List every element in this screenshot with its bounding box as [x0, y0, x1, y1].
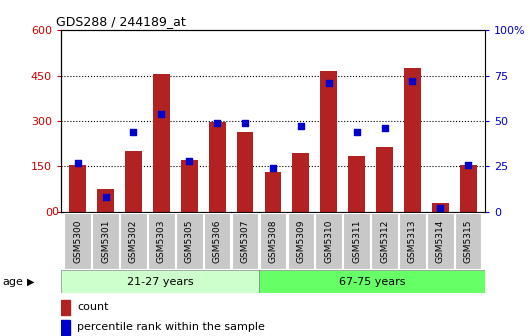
FancyBboxPatch shape	[288, 213, 314, 269]
Bar	[97, 189, 114, 212]
Text: GSM5307: GSM5307	[241, 219, 250, 263]
FancyBboxPatch shape	[343, 213, 370, 269]
Point	[129, 129, 138, 134]
Bar	[404, 68, 421, 212]
FancyBboxPatch shape	[259, 270, 485, 293]
Bar	[348, 156, 365, 212]
Text: count: count	[77, 302, 109, 312]
FancyBboxPatch shape	[204, 213, 231, 269]
Text: GSM5303: GSM5303	[157, 219, 166, 263]
Point	[352, 129, 361, 134]
Bar	[153, 74, 170, 212]
Point	[269, 165, 277, 171]
FancyBboxPatch shape	[315, 213, 342, 269]
Text: GSM5314: GSM5314	[436, 219, 445, 263]
Point	[101, 195, 110, 200]
FancyBboxPatch shape	[120, 213, 147, 269]
FancyBboxPatch shape	[176, 213, 202, 269]
Text: 21-27 years: 21-27 years	[127, 277, 193, 287]
FancyBboxPatch shape	[372, 213, 398, 269]
FancyBboxPatch shape	[232, 213, 258, 269]
Text: GSM5312: GSM5312	[380, 219, 389, 263]
Text: GSM5301: GSM5301	[101, 219, 110, 263]
Point	[157, 111, 165, 116]
FancyBboxPatch shape	[61, 270, 259, 293]
Text: GSM5306: GSM5306	[213, 219, 222, 263]
Bar	[264, 172, 281, 212]
FancyBboxPatch shape	[260, 213, 286, 269]
Point	[74, 160, 82, 165]
Point	[464, 162, 472, 167]
Bar	[376, 147, 393, 212]
Text: GSM5309: GSM5309	[296, 219, 305, 263]
Text: GSM5302: GSM5302	[129, 219, 138, 263]
Text: 67-75 years: 67-75 years	[339, 277, 405, 287]
FancyBboxPatch shape	[427, 213, 454, 269]
Text: GSM5300: GSM5300	[73, 219, 82, 263]
Text: GSM5310: GSM5310	[324, 219, 333, 263]
FancyBboxPatch shape	[148, 213, 174, 269]
Point	[297, 124, 305, 129]
Text: ▶: ▶	[26, 277, 34, 287]
Text: percentile rank within the sample: percentile rank within the sample	[77, 322, 265, 332]
Point	[213, 120, 222, 125]
Bar	[293, 153, 309, 212]
FancyBboxPatch shape	[399, 213, 426, 269]
FancyBboxPatch shape	[92, 213, 119, 269]
Text: GSM5315: GSM5315	[464, 219, 473, 263]
Point	[185, 158, 193, 164]
Point	[324, 80, 333, 86]
Text: age: age	[3, 277, 23, 287]
Bar	[181, 160, 198, 212]
Bar	[320, 71, 337, 212]
Text: GSM5313: GSM5313	[408, 219, 417, 263]
Text: GDS288 / 244189_at: GDS288 / 244189_at	[56, 15, 186, 28]
Bar	[432, 203, 449, 212]
Bar	[125, 151, 142, 212]
Bar	[61, 320, 70, 335]
Text: GSM5308: GSM5308	[269, 219, 277, 263]
Text: GSM5305: GSM5305	[185, 219, 194, 263]
FancyBboxPatch shape	[455, 213, 481, 269]
Bar	[61, 299, 70, 315]
Bar	[209, 123, 226, 212]
Point	[408, 78, 417, 84]
Bar	[69, 165, 86, 212]
FancyBboxPatch shape	[65, 213, 91, 269]
Text: GSM5311: GSM5311	[352, 219, 361, 263]
Text: 0: 0	[51, 207, 58, 217]
Bar	[460, 165, 476, 212]
Point	[381, 126, 389, 131]
Point	[241, 120, 249, 125]
Point	[436, 205, 445, 211]
Bar	[237, 132, 253, 212]
